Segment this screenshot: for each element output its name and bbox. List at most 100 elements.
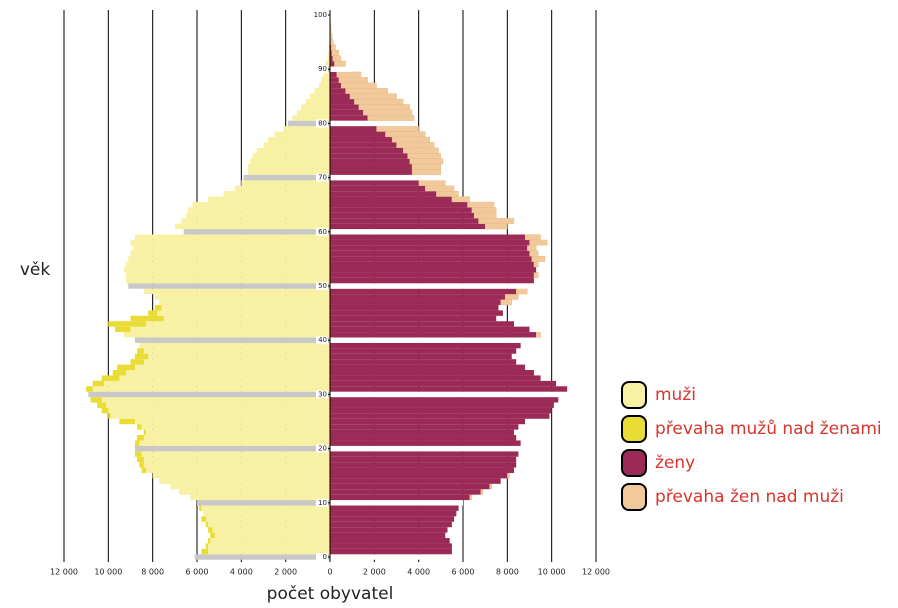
male-excess [113, 370, 126, 375]
female-bar [330, 310, 503, 315]
female-bar [330, 506, 459, 511]
male-bar [133, 245, 330, 250]
male-bar [137, 457, 330, 462]
male-excess [139, 462, 143, 467]
male-bar [208, 538, 330, 543]
female-bar [330, 484, 490, 489]
male-excess [210, 533, 214, 538]
male-bar [155, 294, 330, 299]
female-excess [339, 77, 368, 82]
y-tick-label: 60 [318, 228, 327, 236]
female-excess [331, 39, 334, 44]
female-bar [330, 256, 532, 261]
y-tick-label: 70 [318, 174, 327, 182]
female-bar [330, 440, 521, 445]
male-bar [208, 527, 330, 532]
female-bar [330, 77, 339, 82]
female-bar [330, 142, 397, 147]
male-bar [186, 213, 330, 218]
female-excess [472, 207, 496, 212]
female-bar [330, 392, 563, 397]
male-excess [142, 468, 146, 473]
male-bar [310, 94, 330, 99]
female-excess [332, 50, 339, 55]
female-bar [330, 197, 452, 202]
female-excess [377, 126, 419, 131]
male-bar [155, 305, 330, 310]
female-bar [330, 403, 554, 408]
female-excess [530, 251, 539, 256]
female-bar [330, 88, 346, 93]
male-bar [139, 343, 330, 348]
male-excess [208, 538, 210, 543]
male-excess [201, 549, 208, 554]
legend-swatch [622, 416, 646, 442]
male-bar [208, 197, 330, 202]
male-excess [137, 424, 141, 429]
male-bar [86, 386, 330, 391]
male-bar [195, 554, 330, 559]
male-bar [119, 419, 330, 424]
legend-swatch [622, 484, 646, 510]
female-excess [346, 88, 388, 93]
female-bar [330, 115, 368, 120]
female-bar [330, 457, 516, 462]
legend-label: ženy [655, 453, 695, 473]
male-bar [135, 446, 330, 451]
female-bar [330, 348, 516, 353]
female-bar [330, 300, 501, 305]
female-bar [330, 386, 567, 391]
male-bar [102, 375, 330, 380]
female-excess [436, 191, 458, 196]
male-bar [210, 533, 330, 538]
female-excess [532, 283, 534, 288]
male-bar [135, 235, 330, 240]
male-bar [135, 440, 330, 445]
male-bar [102, 408, 330, 413]
female-bar [330, 66, 336, 71]
male-bar [206, 522, 330, 527]
male-excess [201, 516, 205, 521]
female-excess [341, 83, 376, 88]
female-excess [336, 66, 353, 71]
female-excess [530, 240, 548, 245]
female-bar [330, 202, 467, 207]
female-bar [330, 229, 476, 234]
male-bar [197, 500, 330, 505]
male-bar [124, 267, 330, 272]
x-tick-label: 12 000 [582, 568, 610, 577]
female-bar [330, 61, 334, 66]
female-bar [330, 175, 416, 180]
female-bar [330, 72, 337, 77]
female-bar [330, 516, 454, 521]
male-bar [126, 278, 330, 283]
male-excess [102, 375, 120, 380]
female-bar [330, 495, 470, 500]
female-bar [330, 164, 412, 169]
female-bar [330, 262, 534, 267]
female-excess [403, 148, 438, 153]
male-excess [135, 451, 142, 456]
female-bar [330, 104, 359, 109]
male-excess [199, 506, 201, 511]
female-bar [330, 272, 534, 277]
male-excess [108, 321, 146, 326]
y-tick-label: 100 [314, 11, 327, 19]
male-bar [188, 207, 330, 212]
female-bar [330, 153, 408, 158]
female-bar [330, 218, 479, 223]
male-bar [201, 549, 330, 554]
male-excess [131, 359, 144, 364]
male-excess [148, 310, 157, 315]
y-axis-label: věk [20, 260, 51, 280]
male-excess [206, 543, 208, 548]
y-tick-label: 40 [318, 336, 327, 344]
male-bar [257, 148, 330, 153]
female-excess [527, 245, 536, 250]
female-bar [330, 186, 425, 191]
male-excess [91, 397, 102, 402]
female-excess [408, 153, 441, 158]
female-excess [410, 159, 443, 164]
male-bar [179, 489, 330, 494]
